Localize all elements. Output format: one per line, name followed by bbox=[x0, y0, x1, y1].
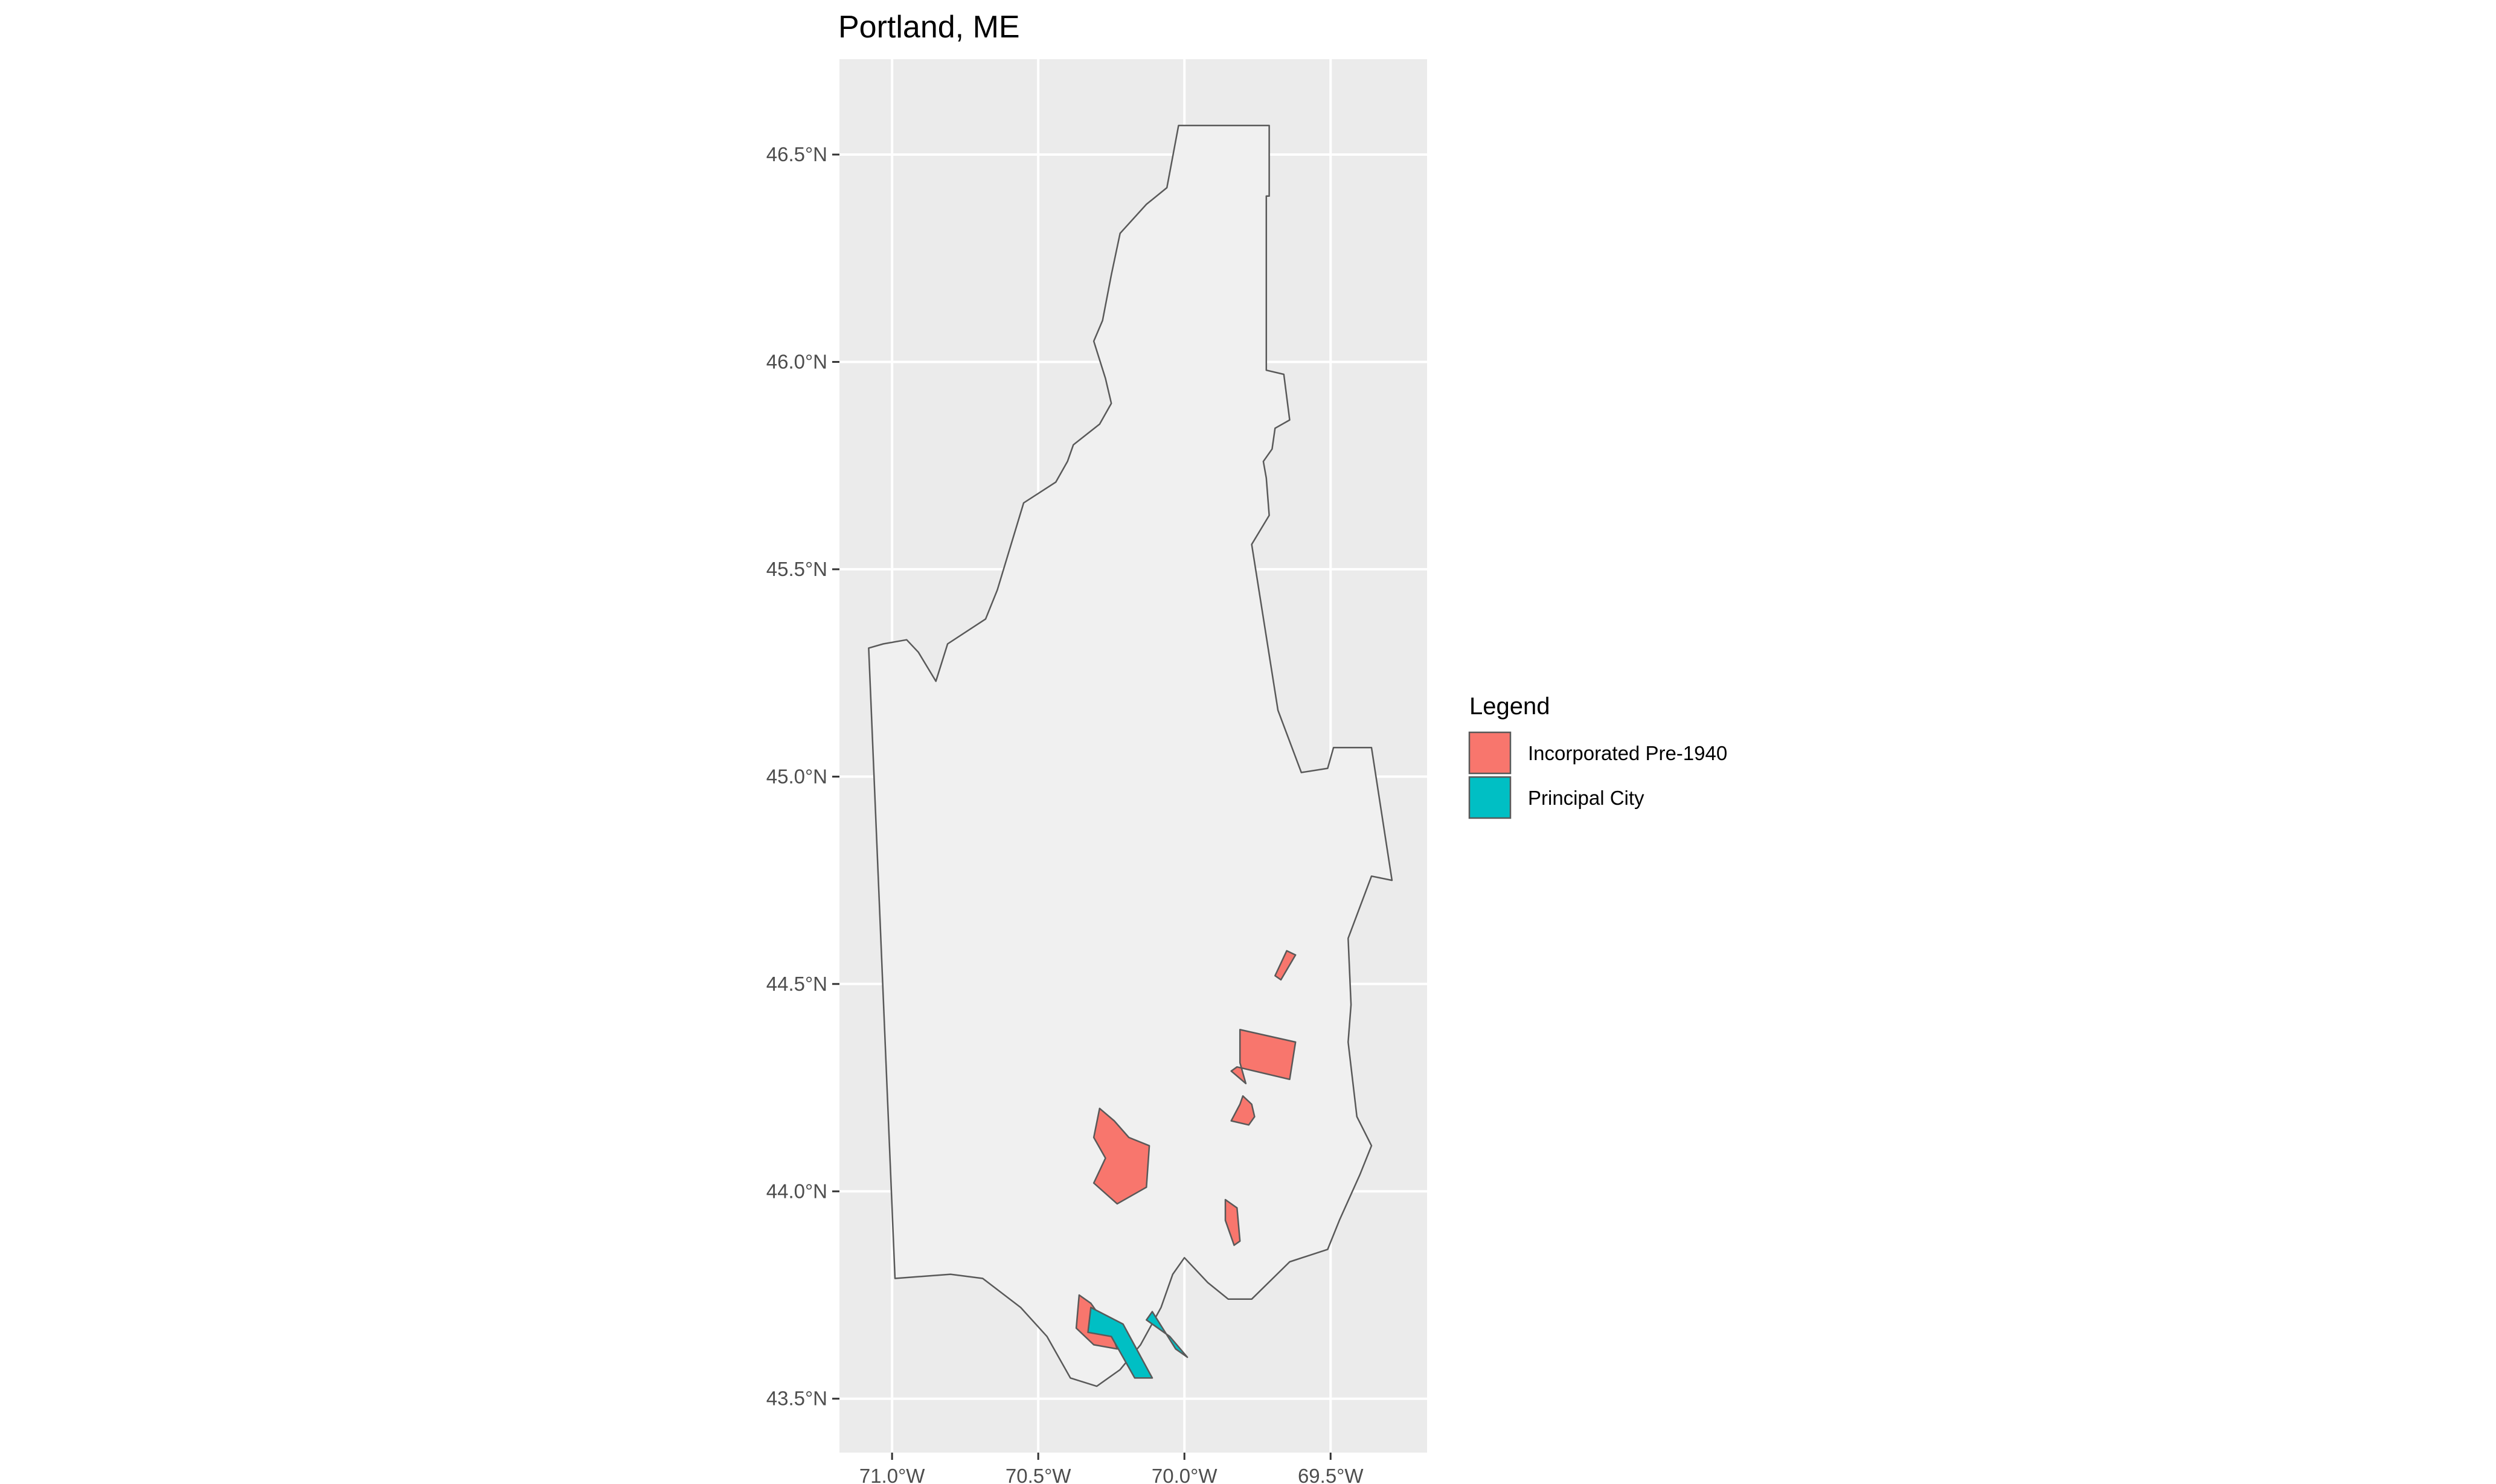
principal-city-polygon bbox=[1087, 1306, 1153, 1379]
x-tick-label: 70.5°W bbox=[1006, 1465, 1071, 1484]
x-tick-label: 70.0°W bbox=[1152, 1465, 1218, 1484]
y-tick-label: 44.0°N bbox=[766, 1180, 827, 1202]
incorporated-pre-1940-polygon bbox=[1230, 1029, 1297, 1084]
legend-title: Legend bbox=[1469, 693, 1550, 720]
x-tick-label: 71.0°W bbox=[859, 1465, 925, 1484]
incorporated-pre-1940-polygon bbox=[1224, 1198, 1241, 1246]
y-tick-label: 45.5°N bbox=[766, 558, 827, 580]
y-tick-label: 46.5°N bbox=[766, 143, 827, 165]
incorporated-pre-1940-polygon bbox=[1230, 1095, 1256, 1126]
legend-key-label: Incorporated Pre-1940 bbox=[1528, 742, 1727, 764]
incorporated-pre-1940-polygon bbox=[1092, 1107, 1150, 1205]
axes: 71.0°W 70.5°W 70.0°W 69.5°W 43.5°N 44.0°N 44.5… bbox=[766, 143, 1364, 1484]
principal-city-polygon bbox=[1146, 1311, 1189, 1358]
map-title: Portland, ME bbox=[838, 10, 1020, 45]
x-tick-label: 69.5°W bbox=[1298, 1465, 1364, 1484]
legend-key-swatch bbox=[1468, 731, 1512, 775]
legend: Legend Incorporated Pre-1940 Principal Ci… bbox=[1468, 693, 1727, 819]
y-tick-label: 45.0°N bbox=[766, 765, 827, 787]
map-regions bbox=[868, 124, 1393, 1387]
legend-key-label: Principal City bbox=[1528, 787, 1644, 809]
incorporated-pre-1940-polygon bbox=[1274, 950, 1297, 981]
y-tick-label: 44.5°N bbox=[766, 973, 827, 995]
y-tick-label: 46.0°N bbox=[766, 350, 827, 373]
y-tick-label: 43.5°N bbox=[766, 1387, 827, 1410]
legend-key-swatch bbox=[1468, 776, 1512, 819]
